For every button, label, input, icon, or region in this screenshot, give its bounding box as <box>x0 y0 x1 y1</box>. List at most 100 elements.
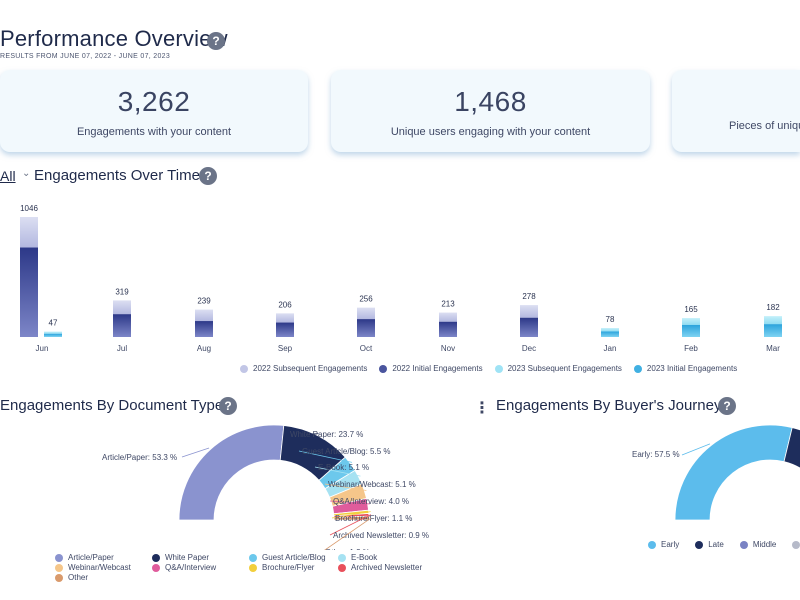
bar-segment-initial <box>20 247 38 337</box>
legend-item[interactable]: Webinar/Webcast <box>55 563 152 572</box>
bar-segment-initial <box>276 322 294 337</box>
pie-data-label: E-Book: 5.1 % <box>318 463 369 472</box>
pie-data-label: Webinar/Webcast: 5.1 % <box>328 480 416 489</box>
pie-slice-late[interactable] <box>783 427 800 497</box>
legend-item[interactable]: White Paper <box>152 553 249 562</box>
legend-item[interactable]: 2022 Initial Engagements <box>379 364 483 373</box>
legend-dot <box>338 563 346 572</box>
bar-chart-legend: 2022 Subsequent Engagements 2022 Initial… <box>240 364 737 373</box>
bar-segment-initial <box>682 324 700 337</box>
stat-value <box>672 86 800 120</box>
bar-dec-2022[interactable]: 278 <box>520 292 538 337</box>
legend-item[interactable]: 2023 Subsequent Engagements <box>494 364 622 373</box>
chevron-down-icon[interactable]: ⌄ <box>22 168 31 179</box>
x-tick-label: Dec <box>522 344 536 353</box>
legend-dot <box>55 573 63 582</box>
legend-item[interactable]: Brochure/Flyer <box>249 563 346 572</box>
pie-leader-line <box>181 447 210 458</box>
pie-leader-line <box>331 511 371 519</box>
x-tick-label: Feb <box>684 344 698 353</box>
engagements-over-time-title: Engagements Over Time <box>34 167 200 184</box>
bar-jul-2022[interactable]: 319 <box>113 287 131 337</box>
x-tick-label: Jan <box>604 344 617 353</box>
legend-label: Q&A/Interview <box>165 563 217 572</box>
bar-data-label: 1046 <box>20 204 38 213</box>
legend-item[interactable]: 2022 Subsequent Engagements <box>240 364 367 373</box>
help-icon-buyers-journey[interactable]: ? <box>718 397 736 415</box>
buyers-journey-title: Engagements By Buyer's Journey <box>496 397 722 414</box>
bar-jan-2023[interactable]: 78 <box>601 315 619 337</box>
legend-item[interactable]: Late <box>695 540 724 549</box>
bar-segment-subsequent <box>20 217 38 248</box>
bar-oct-2022[interactable]: 256 <box>357 295 375 337</box>
filter-dropdown-all[interactable]: All <box>0 168 16 184</box>
help-icon-doc-type[interactable]: ? <box>219 397 237 415</box>
legend-label: E-Book <box>351 553 378 562</box>
buyers-journey-donut-chart: Early: 57.5 % <box>632 425 800 521</box>
bar-segment-initial <box>195 321 213 337</box>
bar-sep-2022[interactable]: 206 <box>276 300 294 337</box>
legend-item[interactable]: 2023 Initial Engagements <box>633 364 737 373</box>
pie-data-label: Brochure/Flyer: 1.1 % <box>335 514 412 523</box>
doc-type-title: Engagements By Document Type <box>0 397 224 414</box>
bar-segment-subsequent <box>195 309 213 322</box>
legend-item[interactable]: E-Book <box>338 553 443 562</box>
legend-item[interactable]: Middle <box>739 540 777 549</box>
legend-label: Middle <box>752 540 777 549</box>
bar-segment-initial <box>44 333 62 337</box>
bar-mar-2023[interactable]: 182 <box>764 303 782 337</box>
bar-segment-subsequent <box>520 305 538 318</box>
pie-slice-article-paper[interactable] <box>178 425 285 521</box>
legend-label: Webinar/Webcast <box>68 563 131 572</box>
engagements-bar-chart: 1046 47 319 239 206 256 213 278 78 165 182 Jun Jul Au… <box>20 204 782 353</box>
pie-slice-early[interactable] <box>674 425 793 521</box>
legend-dot <box>338 553 346 562</box>
legend-label: Archived Newsletter <box>351 563 423 572</box>
bar-data-label: 213 <box>441 300 455 309</box>
stat-value: 1,468 <box>454 86 527 117</box>
pie-data-label: Other: 1.3 % <box>325 548 370 550</box>
bar-jun-2023[interactable]: 47 <box>44 319 62 337</box>
results-date-range: RESULTS FROM JUNE 07, 2022 - JUNE 07, 20… <box>0 53 171 60</box>
x-tick-label: Jun <box>36 344 49 353</box>
legend-item[interactable]: Guest Article/Blog <box>249 553 346 562</box>
doc-type-legend: Article/Paper White Paper Guest Article/… <box>55 553 443 582</box>
legend-dot <box>249 563 257 572</box>
x-tick-label: Aug <box>197 344 211 353</box>
bar-nov-2022[interactable]: 213 <box>439 300 457 337</box>
legend-item[interactable]: U <box>792 540 800 549</box>
bar-data-label: 182 <box>766 303 780 312</box>
bar-segment-subsequent <box>113 300 131 315</box>
x-tick-label: Jul <box>117 344 127 353</box>
bar-aug-2022[interactable]: 239 <box>195 297 213 337</box>
legend-label: Early <box>661 540 680 549</box>
pie-leader-line <box>314 466 361 477</box>
bar-data-label: 78 <box>606 315 615 324</box>
pie-leader-line <box>681 443 711 456</box>
bar-data-label: 319 <box>115 287 129 296</box>
legend-label: Late <box>708 540 724 549</box>
legend-dot <box>633 364 642 373</box>
legend-dot <box>55 553 63 562</box>
stat-card-pieces: Pieces of uniqu <box>672 70 800 152</box>
x-tick-label: Sep <box>278 344 293 353</box>
bar-feb-2023[interactable]: 165 <box>682 305 700 337</box>
bar-data-label: 47 <box>49 319 58 328</box>
legend-item[interactable]: Q&A/Interview <box>152 563 249 572</box>
pie-leader-line <box>324 483 367 491</box>
help-icon-engagements-time[interactable]: ? <box>199 167 217 185</box>
bar-jun-2022[interactable]: 1046 <box>20 204 38 337</box>
legend-label: White Paper <box>165 553 210 562</box>
bar-segment-subsequent <box>682 318 700 325</box>
vertical-dots-icon[interactable]: ⋮ <box>474 400 490 417</box>
legend-item[interactable]: Other <box>55 573 152 582</box>
legend-item[interactable]: Article/Paper <box>55 553 152 562</box>
legend-item[interactable]: Archived Newsletter <box>338 563 443 572</box>
help-icon-overview[interactable]: ? <box>207 32 225 50</box>
legend-item[interactable]: Early <box>648 540 679 549</box>
pie-data-label: Early: 57.5 % <box>632 450 680 459</box>
legend-dot <box>739 540 748 549</box>
x-tick-label: Oct <box>360 344 373 353</box>
stat-label: Unique users engaging with your content <box>390 126 591 138</box>
stat-value: 3,262 <box>117 86 191 117</box>
